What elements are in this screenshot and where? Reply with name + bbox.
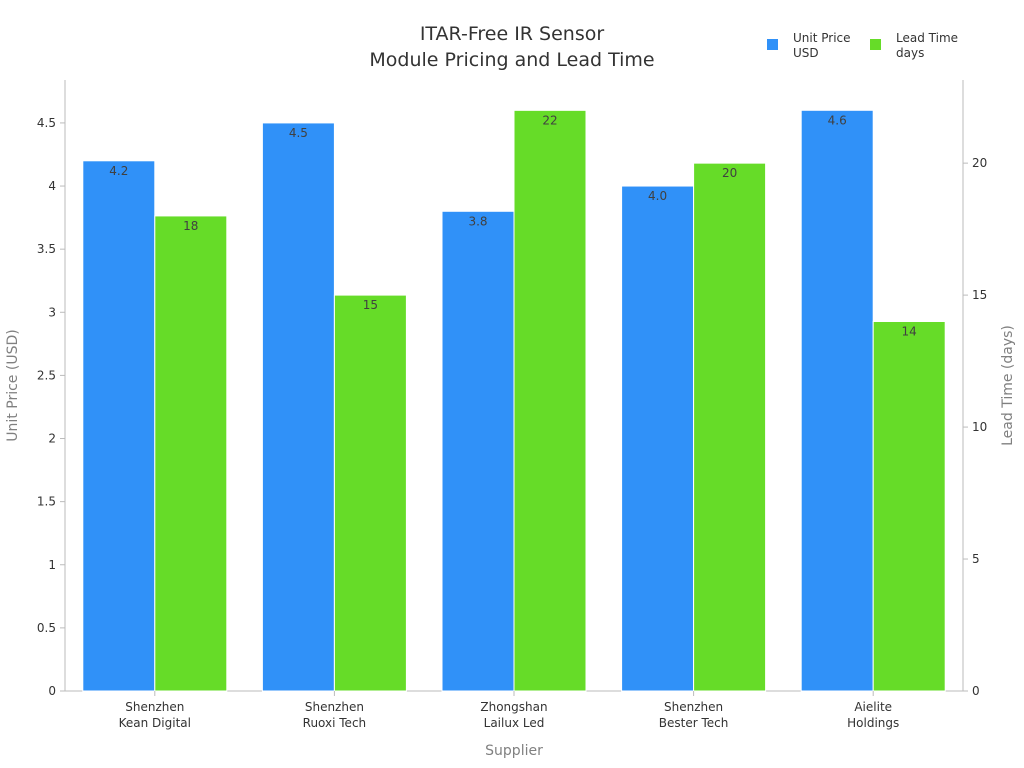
lead-time-data-label: 14: [902, 324, 917, 338]
x-tick-label: Shenzhen: [305, 700, 364, 714]
y-tick-label: 2: [48, 432, 56, 446]
y-tick-label: 0.5: [37, 621, 56, 635]
x-tick-label: Shenzhen: [664, 700, 723, 714]
lead-time-data-label: 22: [542, 113, 557, 127]
y-tick-label: 4: [48, 179, 56, 193]
y2-axis-title: Lead Time (days): [1000, 325, 1016, 446]
x-axis-title: Supplier: [485, 743, 543, 759]
lead-time-bar: [154, 215, 228, 692]
y-axis-title: Unit Price (USD): [5, 329, 21, 441]
lead-time-data-label: 18: [183, 219, 198, 233]
lead-time-data-label: 20: [722, 166, 737, 180]
y2-tick-label: 5: [972, 552, 980, 566]
y-tick-label: 1.5: [37, 495, 56, 509]
x-tick-label: Aielite: [854, 700, 892, 714]
lead-time-data-label: 15: [363, 298, 378, 312]
y-tick-label: 2.5: [37, 368, 56, 382]
legend-label: days: [896, 46, 924, 60]
x-tick-label: Bester Tech: [659, 716, 729, 730]
legend-swatch: [870, 39, 881, 50]
unit-price-bar: [800, 109, 874, 692]
x-tick-label: Holdings: [847, 716, 899, 730]
x-tick-label: Lailux Led: [484, 716, 545, 730]
legend-swatch: [767, 39, 778, 50]
chart-title-line-1: ITAR-Free IR Sensor: [420, 23, 605, 45]
y2-tick-label: 20: [972, 156, 987, 170]
legend-label: USD: [793, 46, 819, 60]
unit-price-bar: [621, 185, 695, 692]
lead-time-bar: [513, 109, 587, 692]
unit-price-data-label: 4.2: [109, 164, 128, 178]
x-tick-label: Shenzhen: [125, 700, 184, 714]
y-tick-label: 0: [48, 684, 56, 698]
unit-price-data-label: 3.8: [468, 214, 487, 228]
y2-tick-label: 10: [972, 420, 987, 434]
y-tick-label: 3: [48, 305, 56, 319]
x-tick-label: Ruoxi Tech: [303, 716, 367, 730]
y-tick-label: 1: [48, 558, 56, 572]
unit-price-data-label: 4.5: [289, 126, 308, 140]
unit-price-data-label: 4.6: [828, 113, 847, 127]
unit-price-bar: [261, 122, 335, 692]
y2-tick-label: 0: [972, 684, 980, 698]
unit-price-bar: [82, 160, 156, 692]
lead-time-bar: [333, 294, 407, 692]
y-tick-label: 4.5: [37, 116, 56, 130]
y2-tick-label: 15: [972, 288, 987, 302]
y-tick-label: 3.5: [37, 242, 56, 256]
x-tick-label: Kean Digital: [119, 716, 191, 730]
unit-price-bar: [441, 210, 515, 692]
unit-price-data-label: 4.0: [648, 189, 667, 203]
lead-time-bar: [872, 320, 946, 692]
lead-time-bar: [693, 162, 767, 692]
legend-label: Unit Price: [793, 31, 851, 45]
x-tick-label: Zhongshan: [480, 700, 547, 714]
chart-title-line-2: Module Pricing and Lead Time: [369, 49, 654, 71]
legend-label: Lead Time: [896, 31, 958, 45]
